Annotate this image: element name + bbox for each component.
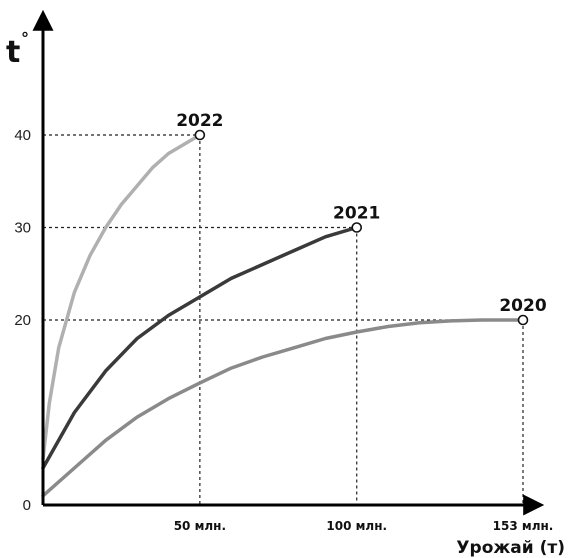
series-label-2020: 2020 <box>499 296 546 316</box>
series-endpoints <box>194 129 529 326</box>
series-endpoint-2022 <box>194 129 206 141</box>
series-curves <box>41 133 525 498</box>
series-line-2022 <box>41 133 202 461</box>
series-line-2020 <box>41 318 525 498</box>
series-label-2021: 2021 <box>333 204 380 224</box>
y-tick-label-30: 30 <box>14 220 31 237</box>
y-tick-labels: 0 20 30 40 <box>14 127 31 514</box>
y-axis-title-superscript: ° <box>21 29 29 48</box>
x-axis-title: Урожай (т) <box>456 538 565 558</box>
x-tick-label-100: 100 млн. <box>326 519 387 533</box>
guide-lines <box>43 134 524 505</box>
x-tick-label-50: 50 млн. <box>174 519 226 533</box>
y-axis-title: t <box>6 35 20 70</box>
y-tick-label-20: 20 <box>14 312 31 329</box>
series-endpoint-2020 <box>517 314 529 326</box>
series-labels: 2022 2021 2020 <box>176 111 547 316</box>
y-tick-label-0: 0 <box>23 497 31 514</box>
x-tick-label-153: 153 млн. <box>493 519 554 533</box>
series-label-2022: 2022 <box>176 111 223 131</box>
x-tick-labels: 50 млн. 100 млн. 153 млн. <box>174 519 554 533</box>
series-line-2021 <box>41 225 359 470</box>
series-endpoint-2021 <box>351 222 363 233</box>
y-tick-label-40: 40 <box>14 127 31 144</box>
